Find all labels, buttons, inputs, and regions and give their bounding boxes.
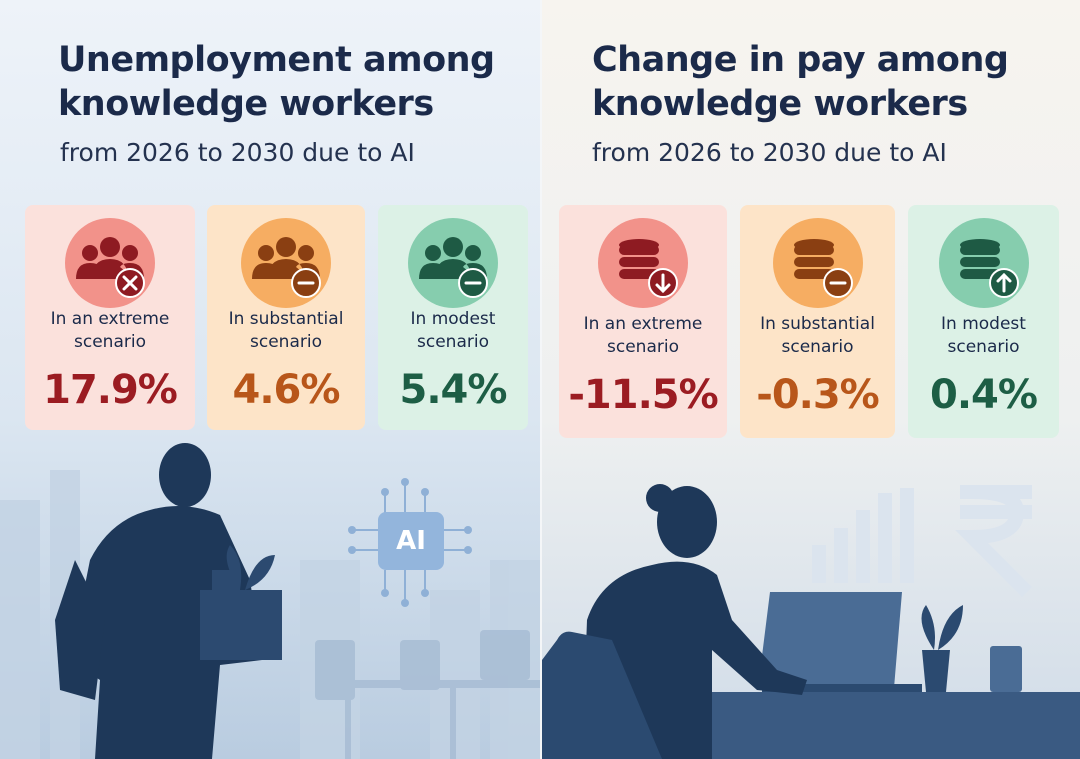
- box: [200, 590, 282, 660]
- scenario-icon: [65, 218, 155, 308]
- chair: [542, 631, 662, 759]
- man-silhouette: [55, 443, 262, 759]
- scenario-label: In modest scenario: [410, 309, 496, 352]
- scenario-icon: [938, 218, 1029, 308]
- scenario-icon: [241, 218, 331, 308]
- scenario-label: In modest scenario: [941, 314, 1026, 357]
- scenario-icon: [408, 218, 498, 308]
- scenario-card: In modest scenario 5.4%: [378, 205, 528, 430]
- unemployment-panel: AI Unemployment among knowledge workers …: [0, 0, 540, 759]
- desk: [692, 692, 1080, 759]
- office-scene: AI: [0, 443, 540, 759]
- scenario-icon: [772, 218, 863, 308]
- scenario-label: In substantial scenario: [228, 309, 344, 352]
- scenario-card: In an extreme scenario -11.5%: [559, 205, 727, 438]
- scenario-value: -11.5%: [568, 372, 718, 418]
- scenario-card: In modest scenario 0.4%: [908, 205, 1059, 438]
- scenario-value: 17.9%: [43, 367, 178, 413]
- currency-icon: [955, 485, 1032, 597]
- scenario-card: In an extreme scenario 17.9%: [25, 205, 195, 430]
- panel-subtitle: from 2026 to 2030 due to AI: [592, 138, 947, 167]
- panel-title: Change in pay among knowledge workers: [592, 40, 1009, 124]
- scenario-icon: [598, 218, 688, 308]
- scenario-card: In substantial scenario 4.6%: [207, 205, 365, 430]
- scenario-value: -0.3%: [756, 372, 880, 418]
- pay-panel: Change in pay among knowledge workers fr…: [540, 0, 1080, 759]
- scenario-label: In substantial scenario: [760, 314, 875, 357]
- panel-subtitle: from 2026 to 2030 due to AI: [60, 138, 415, 167]
- bar-icon: [812, 488, 914, 583]
- scenario-value: 5.4%: [399, 367, 508, 413]
- ai-chip-label: AI: [396, 526, 426, 556]
- scenario-value: 4.6%: [232, 367, 341, 413]
- ai-chip: [378, 512, 444, 570]
- scenario-value: 0.4%: [930, 372, 1038, 418]
- scenario-label: In an extreme scenario: [50, 309, 170, 352]
- desk-scene: [542, 484, 1080, 759]
- scenario-card: In substantial scenario -0.3%: [740, 205, 895, 438]
- panel-title: Unemployment among knowledge workers: [58, 40, 495, 124]
- scenario-label: In an extreme scenario: [583, 314, 703, 357]
